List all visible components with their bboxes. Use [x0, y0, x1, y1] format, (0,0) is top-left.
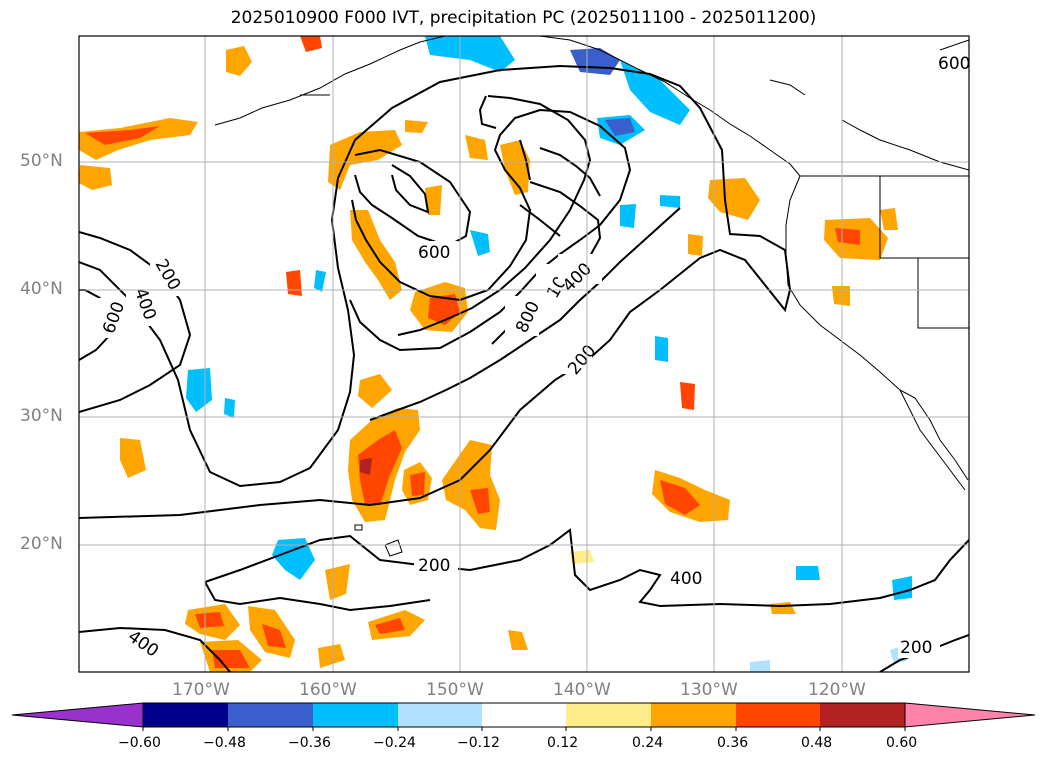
contour-label: 600	[418, 243, 450, 263]
map-gridlines	[79, 36, 969, 672]
colorbar-tick-label: −0.36	[288, 735, 331, 751]
contour-label-group: 600 200 400 600 800 1000 400 200 200 400…	[94, 52, 970, 666]
colorbar-tick-label: 0.36	[717, 735, 749, 751]
lat-label-50n: 50°N	[20, 151, 63, 171]
colorbar	[11, 702, 1036, 731]
colorbar-tick-label: −0.60	[118, 735, 161, 751]
colorbar-tick-label: −0.24	[373, 735, 416, 751]
lon-label-150w: 150°W	[426, 680, 484, 700]
lon-label-140w: 140°W	[553, 680, 611, 700]
lon-label-160w: 160°W	[299, 680, 357, 700]
contour-label: 600	[938, 54, 970, 74]
colorbar-extend-low	[11, 702, 144, 728]
colorbar-tick-label: −0.48	[203, 735, 246, 751]
ivt-contours	[79, 64, 969, 672]
colorbar-tick-label: 0.48	[801, 735, 833, 751]
map-title: 2025010900 F000 IVT, precipitation PC (2…	[230, 8, 817, 28]
colorbar-tick-label: −0.12	[457, 735, 500, 751]
colorbar-tick-label: 0.24	[632, 735, 664, 751]
contour-label: 200	[900, 638, 932, 658]
lon-label-120w: 120°W	[808, 680, 866, 700]
contour-label: 200	[418, 556, 450, 576]
coastlines	[214, 36, 969, 557]
colorbar-tick-label: 0.60	[886, 735, 918, 751]
colorbar-extend-high	[904, 702, 1036, 728]
lat-label-40n: 40°N	[20, 279, 63, 299]
lat-label-30n: 30°N	[20, 406, 63, 426]
lat-label-20n: 20°N	[20, 534, 63, 554]
map-frame	[78, 35, 970, 673]
lon-label-130w: 130°W	[680, 680, 738, 700]
colorbar-tick-label: 0.12	[547, 735, 579, 751]
contour-label: 400	[670, 569, 702, 589]
precip-shading	[79, 36, 912, 672]
lon-label-170w: 170°W	[172, 680, 230, 700]
